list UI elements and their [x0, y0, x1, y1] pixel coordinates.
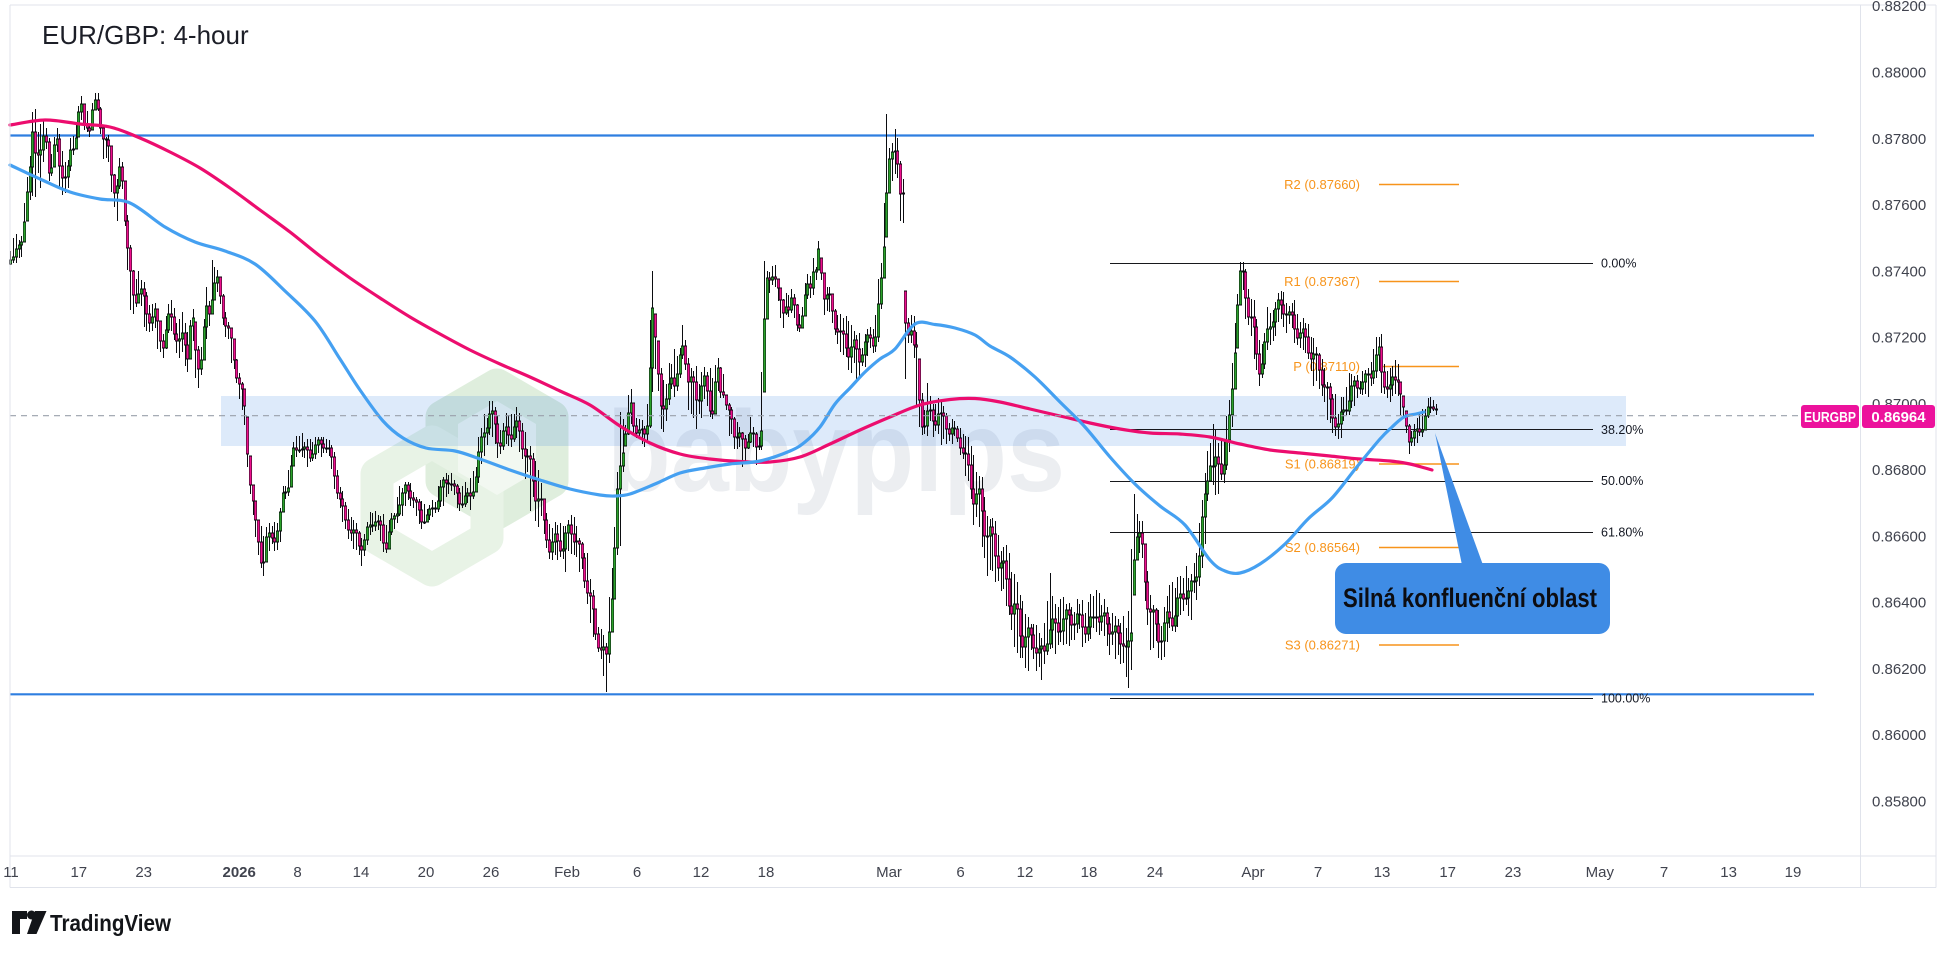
svg-text:6: 6	[956, 864, 964, 881]
svg-text:11: 11	[3, 864, 19, 881]
svg-text:24: 24	[1147, 864, 1164, 881]
svg-text:S2 (0.86564): S2 (0.86564)	[1285, 540, 1360, 555]
svg-text:0.86000: 0.86000	[1872, 727, 1926, 744]
svg-text:Feb: Feb	[554, 864, 580, 881]
svg-text:23: 23	[1505, 864, 1522, 881]
svg-text:18: 18	[1081, 864, 1098, 881]
svg-text:babypips: babypips	[607, 388, 1065, 516]
svg-text:0.85800: 0.85800	[1872, 793, 1926, 810]
svg-text:20: 20	[418, 864, 435, 881]
svg-text:13: 13	[1720, 864, 1737, 881]
svg-text:0.87600: 0.87600	[1872, 197, 1926, 214]
svg-text:TradingView: TradingView	[50, 910, 171, 936]
svg-text:14: 14	[353, 864, 370, 881]
svg-text:Silná konfluenční oblast: Silná konfluenční oblast	[1343, 583, 1597, 613]
svg-text:EUR/GBP: 4-hour: EUR/GBP: 4-hour	[42, 20, 249, 50]
svg-text:S3 (0.86271): S3 (0.86271)	[1285, 638, 1360, 653]
svg-text:23: 23	[135, 864, 152, 881]
svg-text:7: 7	[1660, 864, 1668, 881]
svg-text:0.88000: 0.88000	[1872, 65, 1926, 82]
svg-text:0.87400: 0.87400	[1872, 263, 1926, 280]
svg-text:13: 13	[1374, 864, 1391, 881]
svg-text:26: 26	[483, 864, 500, 881]
svg-text:S1 (0.86819): S1 (0.86819)	[1285, 457, 1360, 472]
svg-text:0.88200: 0.88200	[1872, 0, 1926, 15]
svg-text:0.86400: 0.86400	[1872, 595, 1926, 612]
svg-text:17: 17	[70, 864, 87, 881]
svg-text:May: May	[1586, 864, 1615, 881]
svg-text:50.00%: 50.00%	[1601, 474, 1643, 488]
svg-text:19: 19	[1785, 864, 1802, 881]
svg-text:EURGBP: EURGBP	[1804, 409, 1856, 426]
svg-text:0.86964: 0.86964	[1871, 409, 1926, 426]
svg-text:38.20%: 38.20%	[1601, 423, 1643, 437]
svg-text:0.86600: 0.86600	[1872, 528, 1926, 545]
svg-text:0.00%: 0.00%	[1601, 257, 1636, 271]
svg-text:6: 6	[633, 864, 641, 881]
svg-text:7: 7	[1314, 864, 1322, 881]
svg-text:0.87200: 0.87200	[1872, 330, 1926, 347]
svg-text:0.86800: 0.86800	[1872, 462, 1926, 479]
svg-text:8: 8	[293, 864, 301, 881]
svg-text:2026: 2026	[223, 864, 256, 881]
svg-text:P (0.87110): P (0.87110)	[1293, 359, 1360, 374]
svg-text:12: 12	[693, 864, 710, 881]
svg-text:17: 17	[1439, 864, 1456, 881]
svg-text:Mar: Mar	[876, 864, 902, 881]
svg-text:61.80%: 61.80%	[1601, 525, 1643, 539]
svg-text:0.87800: 0.87800	[1872, 131, 1926, 148]
svg-text:R2 (0.87660): R2 (0.87660)	[1284, 177, 1360, 192]
svg-text:Apr: Apr	[1241, 864, 1264, 881]
svg-text:100.00%: 100.00%	[1601, 691, 1650, 705]
svg-text:12: 12	[1017, 864, 1034, 881]
svg-text:18: 18	[758, 864, 775, 881]
svg-text:R1 (0.87367): R1 (0.87367)	[1284, 274, 1360, 289]
svg-text:0.86200: 0.86200	[1872, 661, 1926, 678]
